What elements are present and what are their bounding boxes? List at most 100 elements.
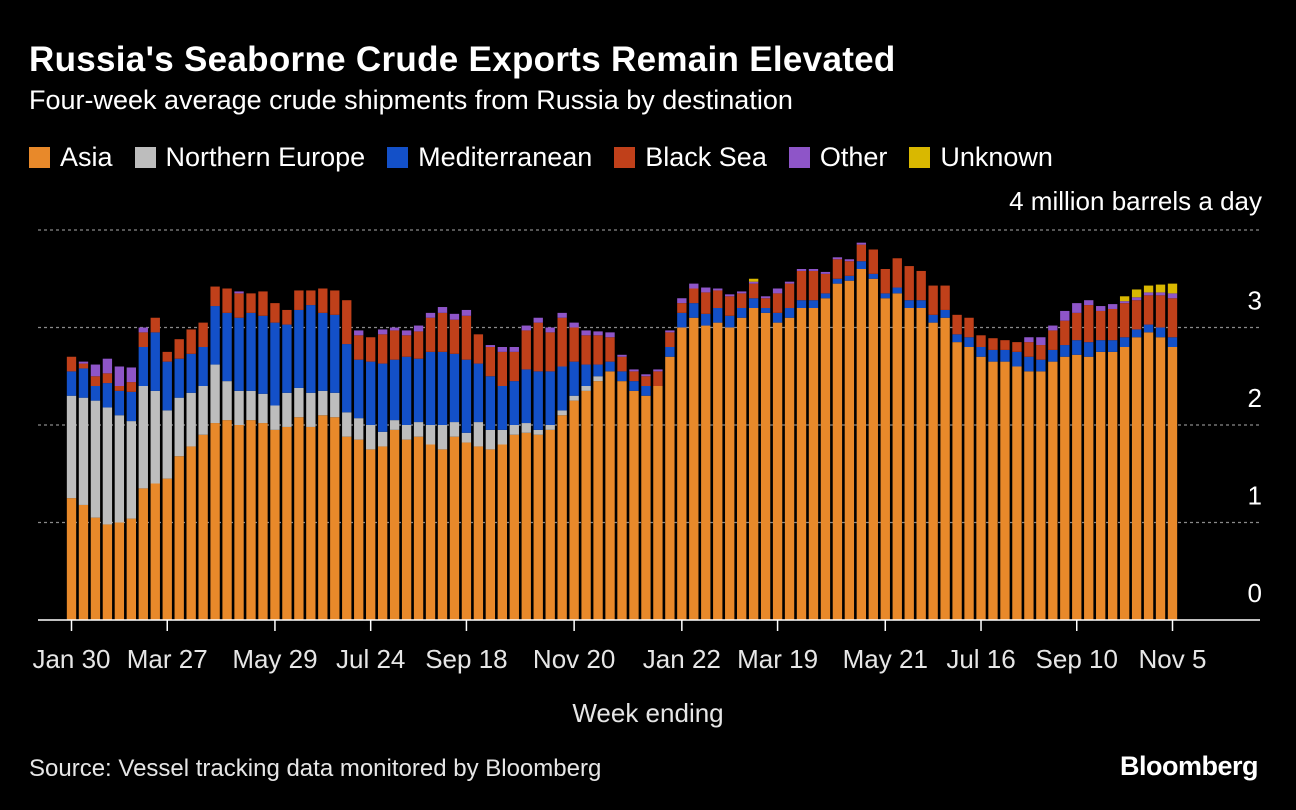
bar-asia-47 bbox=[629, 390, 639, 620]
bar-black-sea-62 bbox=[808, 270, 819, 301]
bar-black-sea-5 bbox=[126, 382, 137, 392]
bar-northern-europe-30 bbox=[425, 425, 436, 445]
bar-northern-europe-22 bbox=[330, 392, 340, 418]
bar-asia-56 bbox=[737, 317, 747, 620]
bar-asia-75 bbox=[964, 347, 974, 620]
bar-mediterranean-47 bbox=[629, 381, 639, 391]
legend-label-unknown: Unknown bbox=[940, 142, 1053, 172]
bar-asia-31 bbox=[437, 449, 448, 620]
bar-asia-23 bbox=[342, 436, 352, 620]
bar-black-sea-81 bbox=[1036, 345, 1046, 360]
bar-mediterranean-67 bbox=[868, 273, 878, 279]
bar-black-sea-63 bbox=[820, 273, 831, 294]
bar-mediterranean-75 bbox=[964, 337, 974, 347]
bar-asia-63 bbox=[820, 298, 831, 620]
bar-black-sea-14 bbox=[234, 293, 244, 318]
bar-asia-66 bbox=[856, 269, 867, 620]
bar-mediterranean-68 bbox=[880, 293, 890, 299]
bar-northern-europe-17 bbox=[270, 405, 280, 430]
bar-black-sea-72 bbox=[928, 285, 938, 315]
bar-mediterranean-84 bbox=[1072, 340, 1082, 355]
bar-asia-88 bbox=[1119, 347, 1130, 620]
bar-northern-europe-35 bbox=[485, 429, 496, 450]
bar-mediterranean-34 bbox=[473, 363, 484, 423]
bar-mediterranean-76 bbox=[976, 347, 986, 357]
x-tick-label-jan-30: Jan 30 bbox=[32, 644, 110, 674]
bar-asia-73 bbox=[940, 317, 950, 620]
bar-mediterranean-7 bbox=[150, 332, 160, 391]
bar-other-89 bbox=[1131, 297, 1142, 301]
bar-asia-81 bbox=[1036, 371, 1046, 620]
bar-northern-europe-21 bbox=[318, 390, 328, 416]
bar-mediterranean-25 bbox=[366, 361, 376, 425]
bar-asia-84 bbox=[1072, 354, 1082, 620]
bar-other-47 bbox=[629, 369, 639, 372]
bar-mediterranean-55 bbox=[725, 315, 735, 328]
bar-mediterranean-36 bbox=[497, 386, 507, 430]
bar-black-sea-53 bbox=[701, 292, 711, 314]
bar-mediterranean-23 bbox=[342, 344, 352, 413]
bar-other-80 bbox=[1024, 337, 1034, 343]
bar-other-24 bbox=[354, 330, 364, 336]
bar-other-28 bbox=[401, 330, 412, 336]
bar-other-53 bbox=[701, 287, 711, 293]
bar-mediterranean-40 bbox=[545, 371, 555, 425]
bar-black-sea-33 bbox=[461, 315, 472, 360]
bar-asia-2 bbox=[90, 517, 101, 620]
bar-mediterranean-21 bbox=[318, 312, 328, 391]
bar-asia-86 bbox=[1096, 351, 1106, 620]
bar-other-29 bbox=[413, 325, 424, 332]
x-tick-label-mar-19: Mar 19 bbox=[737, 644, 818, 674]
bar-other-58 bbox=[760, 296, 771, 299]
bar-asia-15 bbox=[246, 420, 256, 620]
bar-northern-europe-15 bbox=[246, 390, 256, 421]
bar-mediterranean-79 bbox=[1012, 351, 1022, 367]
bar-black-sea-44 bbox=[593, 335, 603, 365]
bar-northern-europe-6 bbox=[138, 386, 148, 489]
bar-black-sea-24 bbox=[354, 335, 364, 360]
bar-other-45 bbox=[605, 332, 615, 338]
bar-asia-22 bbox=[330, 417, 340, 620]
bar-northern-europe-23 bbox=[342, 412, 352, 437]
bar-northern-europe-26 bbox=[377, 431, 388, 447]
bar-mediterranean-85 bbox=[1084, 342, 1094, 357]
bar-mediterranean-46 bbox=[617, 371, 627, 382]
bar-mediterranean-42 bbox=[569, 361, 579, 396]
y-tick-label-2: 2 bbox=[1248, 383, 1262, 413]
bar-other-6 bbox=[138, 327, 148, 333]
bar-other-54 bbox=[713, 288, 723, 291]
bar-black-sea-70 bbox=[904, 266, 914, 301]
bar-mediterranean-37 bbox=[509, 381, 519, 425]
bar-mediterranean-51 bbox=[677, 312, 687, 328]
bar-black-sea-43 bbox=[581, 335, 591, 365]
bar-asia-43 bbox=[581, 390, 591, 620]
bar-black-sea-34 bbox=[473, 334, 484, 364]
bar-other-49 bbox=[653, 369, 663, 372]
bar-mediterranean-24 bbox=[354, 359, 364, 419]
bar-asia-45 bbox=[605, 371, 615, 620]
bar-other-86 bbox=[1096, 306, 1106, 311]
bar-mediterranean-88 bbox=[1119, 337, 1130, 347]
bar-black-sea-39 bbox=[533, 322, 543, 372]
bar-black-sea-82 bbox=[1048, 330, 1058, 350]
bar-other-65 bbox=[844, 259, 855, 262]
bar-asia-42 bbox=[569, 400, 579, 620]
bar-other-26 bbox=[377, 329, 388, 335]
bar-other-43 bbox=[581, 330, 591, 336]
bar-black-sea-92 bbox=[1167, 298, 1178, 338]
bar-black-sea-48 bbox=[641, 376, 651, 386]
bar-unknown-89 bbox=[1131, 289, 1142, 298]
x-tick-label-nov-5: Nov 5 bbox=[1139, 644, 1207, 674]
bar-black-sea-77 bbox=[988, 338, 998, 350]
bar-black-sea-29 bbox=[413, 331, 424, 359]
bar-asia-76 bbox=[976, 356, 986, 620]
legend-swatch-mediterranean bbox=[387, 147, 409, 168]
bar-other-88 bbox=[1119, 301, 1130, 304]
legend-item-other: Other bbox=[788, 142, 887, 173]
bar-mediterranean-73 bbox=[940, 309, 950, 318]
bar-black-sea-86 bbox=[1096, 310, 1106, 341]
bar-mediterranean-9 bbox=[174, 358, 184, 398]
bar-black-sea-66 bbox=[856, 244, 867, 262]
bar-other-27 bbox=[389, 327, 400, 331]
bar-other-2 bbox=[90, 364, 101, 377]
